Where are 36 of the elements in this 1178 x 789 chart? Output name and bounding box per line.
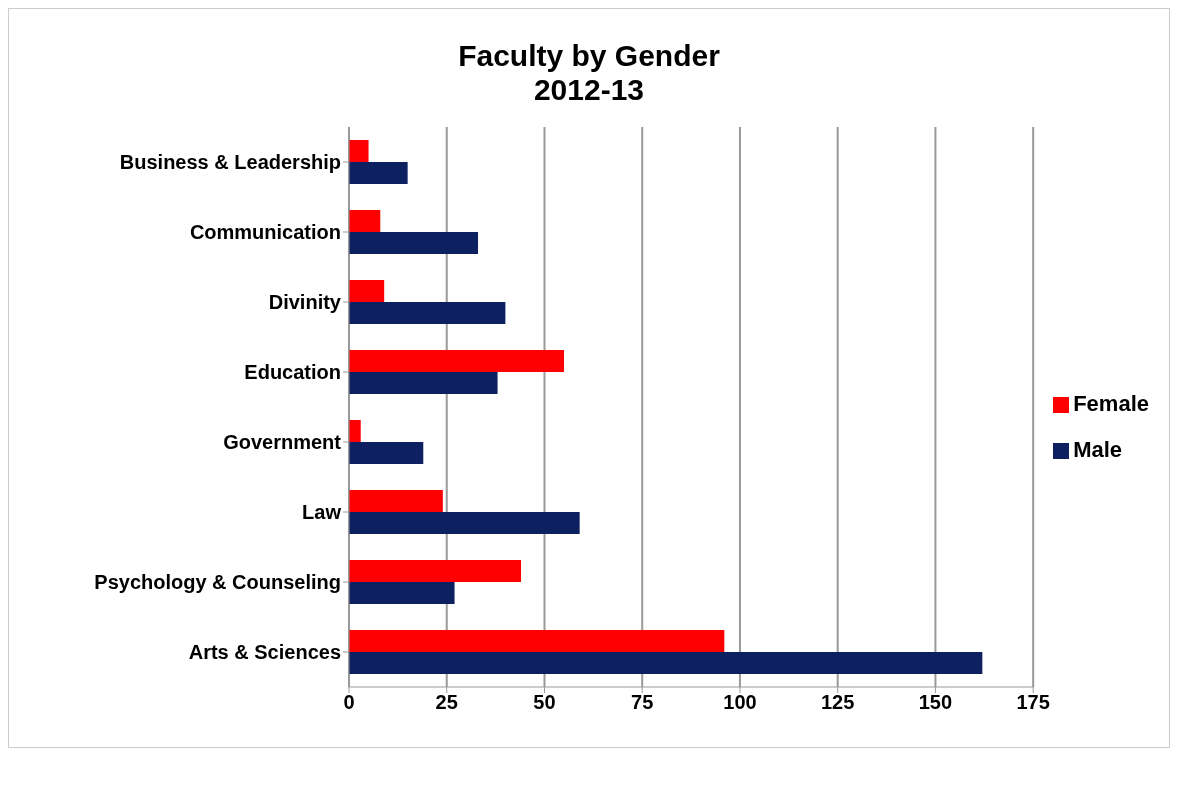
y-tick-label: Communication: [189, 221, 341, 244]
y-tick-label: Business & Leadership: [119, 151, 341, 174]
x-tick-label: 150: [918, 691, 953, 714]
bar: [349, 232, 479, 254]
bar: [349, 372, 498, 394]
x-tick-label: 0: [343, 691, 355, 714]
bar: [349, 302, 506, 324]
x-tick-label: 25: [435, 691, 458, 714]
x-tick-label: 175: [1016, 691, 1050, 714]
bar: [349, 652, 983, 674]
y-tick-label: Education: [244, 361, 341, 384]
y-tick-label: Law: [302, 501, 342, 524]
legend-label: Female: [1073, 391, 1149, 416]
x-tick-label: 100: [723, 691, 757, 714]
x-tick-label: 125: [821, 691, 855, 714]
chart-subtitle: 2012-13: [532, 73, 646, 107]
y-tick-label: Divinity: [268, 291, 342, 314]
y-tick-label: Arts & Sciences: [188, 641, 341, 664]
y-tick-label: Government: [223, 431, 342, 454]
bar: [349, 490, 443, 512]
bar: [349, 442, 424, 464]
chart-title: Faculty by Gender: [457, 39, 721, 73]
bar: [349, 350, 565, 372]
legend-label: Male: [1073, 437, 1123, 462]
x-tick-label: 50: [533, 691, 556, 714]
bar: [349, 512, 580, 534]
bar: [349, 140, 369, 162]
bar: [349, 582, 455, 604]
bar: [349, 280, 385, 302]
x-tick-label: 75: [631, 691, 654, 714]
y-tick-label: Psychology & Counseling: [94, 571, 341, 594]
bar: [349, 560, 522, 582]
bar: [349, 210, 381, 232]
bar: [349, 420, 361, 442]
bar: [349, 162, 408, 184]
bar: [349, 630, 725, 652]
